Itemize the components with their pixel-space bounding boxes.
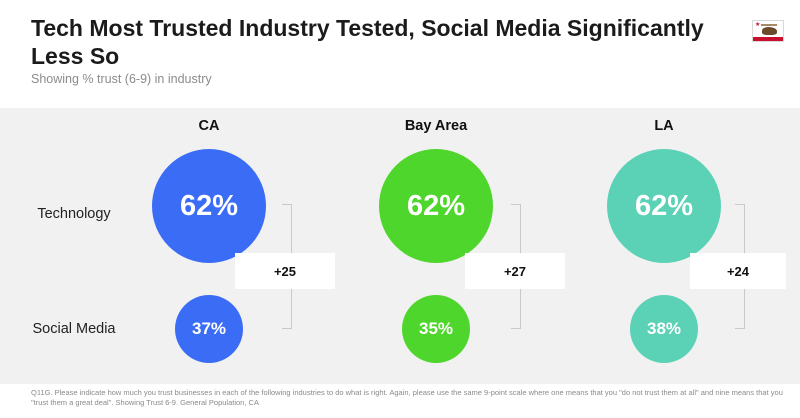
bubble-technology-bay-area: 62% (379, 149, 493, 263)
california-flag-icon: ★ (752, 20, 784, 42)
flag-star-icon: ★ (755, 22, 761, 28)
flag-banner (761, 24, 777, 26)
difference-label-ca: +25 (235, 253, 335, 289)
flag-bear-icon (762, 27, 777, 35)
region-header-la: LA (654, 118, 674, 134)
bubble-social-media-la: 38% (630, 295, 698, 363)
bubble-technology-la: 62% (607, 149, 721, 263)
row-label-social-media: Social Media (32, 321, 116, 337)
difference-label-bay-area: +27 (465, 253, 565, 289)
page-subtitle: Showing % trust (6-9) in industry (31, 72, 212, 86)
flag-stripe (753, 37, 783, 41)
bubble-technology-ca: 62% (152, 149, 266, 263)
bubble-social-media-bay-area: 35% (402, 295, 470, 363)
row-label-technology: Technology (37, 206, 111, 222)
region-header-bay-area: Bay Area (404, 118, 468, 134)
footnote: Q11G. Please indicate how much you trust… (31, 388, 783, 407)
difference-label-la: +24 (690, 253, 786, 289)
bubble-social-media-ca: 37% (175, 295, 243, 363)
region-header-ca: CA (198, 118, 220, 134)
page-title: Tech Most Trusted Industry Tested, Socia… (31, 15, 704, 69)
